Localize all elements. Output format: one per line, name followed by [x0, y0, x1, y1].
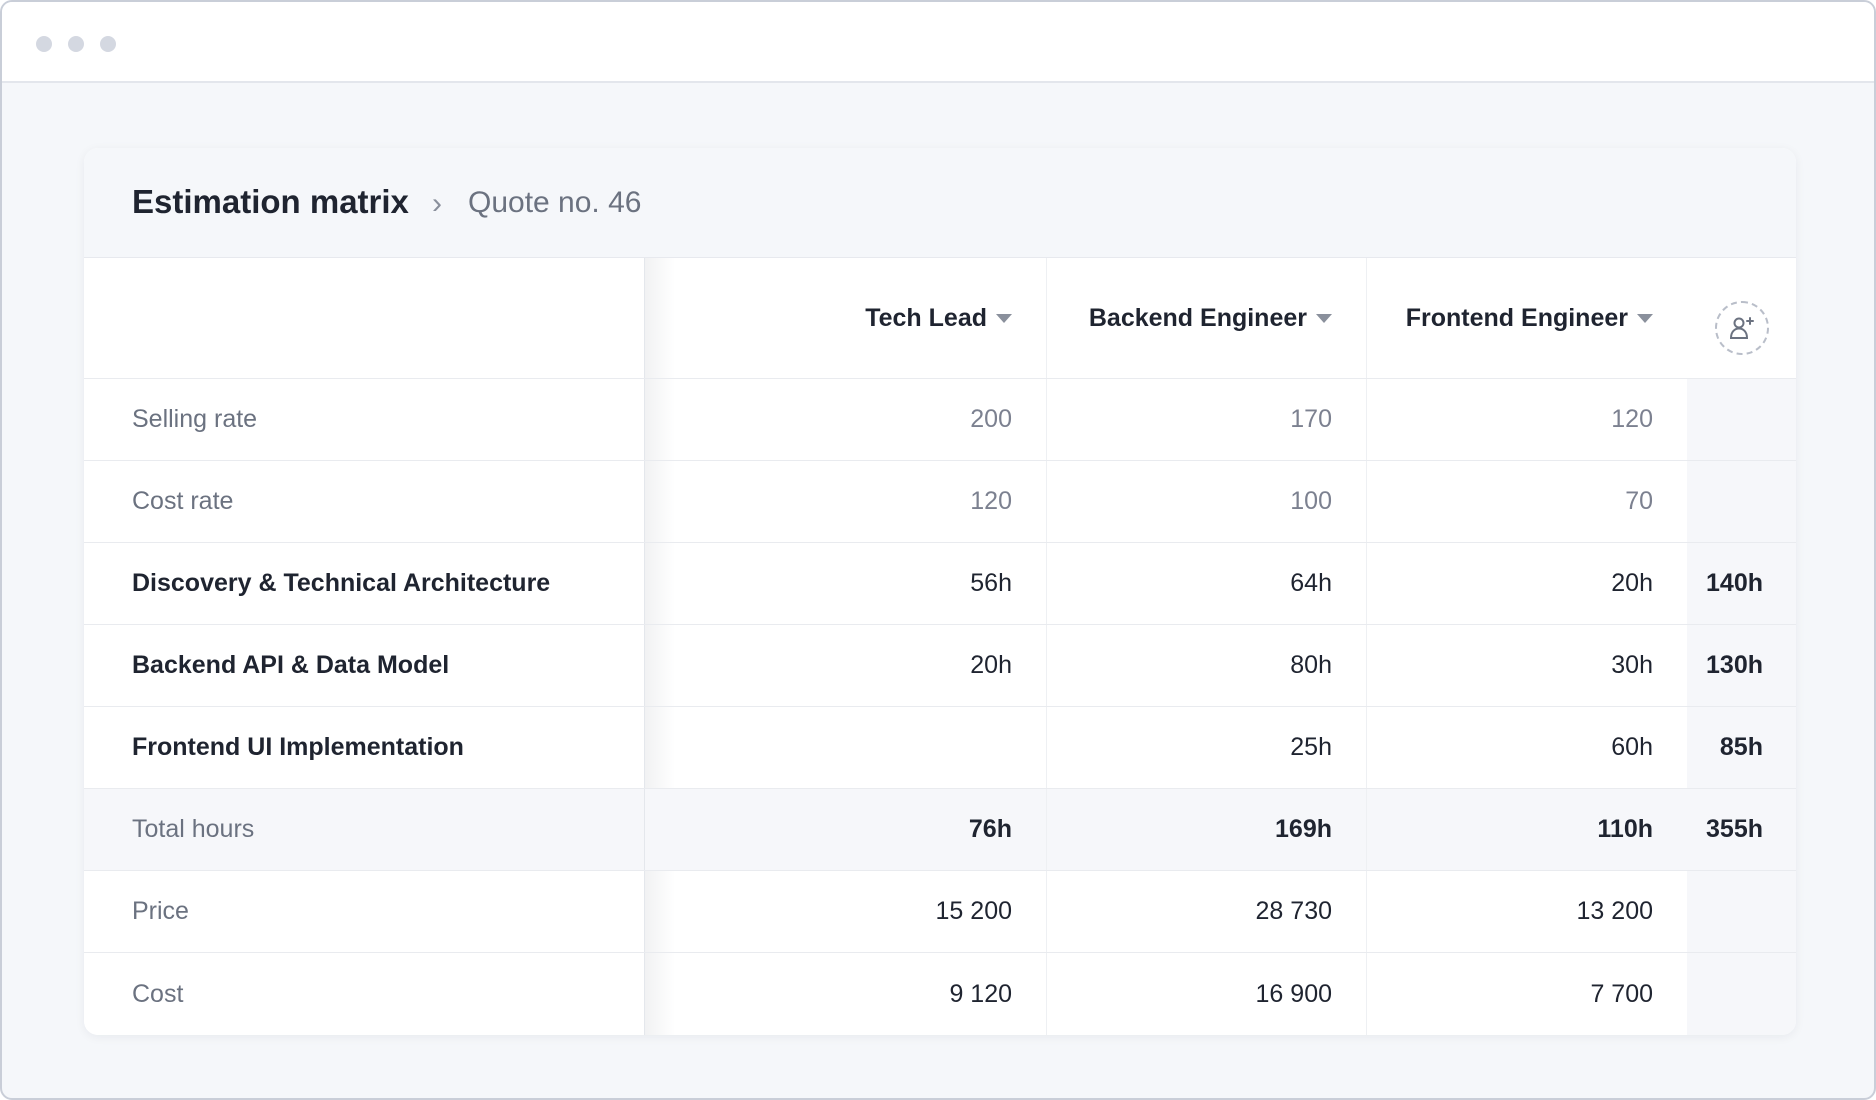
breadcrumb-current: Quote no. 46: [468, 186, 642, 219]
row-label: Cost: [84, 953, 645, 1035]
price-cell: 13 200: [1576, 897, 1653, 925]
rate-cell[interactable]: 70: [1625, 487, 1653, 515]
table-row-selling-rate: Selling rate 200 170 120: [84, 379, 1796, 461]
estimation-card: Estimation matrix › Quote no. 46 Tech Le…: [84, 148, 1796, 1035]
column-header-frontend-engineer[interactable]: Frontend Engineer: [1367, 258, 1687, 378]
row-label: Selling rate: [84, 379, 645, 460]
add-role-cell: [1687, 258, 1796, 378]
table-row-cost: Cost 9 120 16 900 7 700: [84, 953, 1796, 1035]
table-row-price: Price 15 200 28 730 13 200: [84, 871, 1796, 953]
row-label: Cost rate: [84, 461, 645, 542]
hours-cell[interactable]: [645, 707, 1047, 788]
grand-total-cell: 355h: [1687, 789, 1796, 870]
row-total-cell: 130h: [1687, 625, 1796, 706]
hours-cell[interactable]: 25h: [1047, 707, 1367, 788]
total-hours-cell: 110h: [1597, 815, 1653, 843]
window-minimize-dot[interactable]: [68, 36, 84, 52]
table-row-task: Backend API & Data Model 20h 80h 30h 130…: [84, 625, 1796, 707]
column-header-backend-engineer[interactable]: Backend Engineer: [1047, 258, 1367, 378]
rate-cell[interactable]: 100: [1047, 461, 1367, 542]
hours-cell[interactable]: 20h: [645, 625, 1047, 706]
add-user-button[interactable]: [1714, 301, 1769, 355]
row-total-cell: [1687, 953, 1796, 1035]
breadcrumb: Estimation matrix › Quote no. 46: [84, 148, 1796, 258]
table-row-task: Frontend UI Implementation 25h 60h 85h: [84, 707, 1796, 789]
hours-cell[interactable]: 30h: [1611, 651, 1653, 679]
rate-cell[interactable]: 170: [1047, 379, 1367, 460]
task-label[interactable]: Backend API & Data Model: [84, 625, 645, 706]
window-close-dot[interactable]: [36, 36, 52, 52]
total-hours-cell: 169h: [1047, 789, 1367, 870]
column-header-label: Backend Engineer: [1088, 303, 1307, 332]
caret-down-icon[interactable]: [1637, 313, 1653, 323]
table-header-row: Tech Lead Backend Engineer Frontend Engi…: [84, 258, 1796, 379]
total-hours-cell: 76h: [645, 789, 1047, 870]
table-row-task: Discovery & Technical Architecture 56h 6…: [84, 543, 1796, 625]
hours-cell[interactable]: 60h: [1611, 733, 1653, 761]
row-label: Price: [84, 871, 645, 952]
row-total-cell: [1687, 379, 1796, 460]
row-total-cell: [1687, 871, 1796, 952]
column-header-label: Tech Lead: [865, 303, 987, 332]
table-row-cost-rate: Cost rate 120 100 70: [84, 461, 1796, 543]
rate-cell[interactable]: 120: [1611, 405, 1653, 433]
task-label[interactable]: Discovery & Technical Architecture: [84, 543, 645, 624]
cost-cell: 9 120: [645, 953, 1047, 1035]
hours-cell[interactable]: 64h: [1047, 543, 1367, 624]
window-titlebar: [2, 2, 1874, 83]
rate-cell[interactable]: 120: [645, 461, 1047, 542]
hours-cell[interactable]: 20h: [1611, 569, 1653, 597]
add-user-icon: [1729, 317, 1754, 339]
rate-cell[interactable]: 200: [645, 379, 1047, 460]
table-row-total-hours: Total hours 76h 169h 110h 355h: [84, 789, 1796, 871]
cost-cell: 7 700: [1590, 979, 1653, 1008]
column-header-tech-lead[interactable]: Tech Lead: [645, 258, 1047, 378]
column-header-label: Frontend Engineer: [1405, 303, 1628, 332]
price-cell: 15 200: [645, 871, 1047, 952]
caret-down-icon[interactable]: [1316, 313, 1332, 323]
price-cell: 28 730: [1047, 871, 1367, 952]
row-total-cell: [1687, 461, 1796, 542]
hours-cell[interactable]: 80h: [1047, 625, 1367, 706]
cost-cell: 16 900: [1047, 953, 1367, 1035]
hours-cell[interactable]: 56h: [645, 543, 1047, 624]
row-label: Total hours: [84, 789, 645, 870]
header-empty-cell: [84, 258, 645, 378]
caret-down-icon[interactable]: [996, 313, 1012, 323]
window-maximize-dot[interactable]: [100, 36, 116, 52]
row-total-cell: 140h: [1687, 543, 1796, 624]
row-total-cell: 85h: [1687, 707, 1796, 788]
breadcrumb-title[interactable]: Estimation matrix: [132, 183, 409, 220]
estimation-table: Tech Lead Backend Engineer Frontend Engi…: [84, 258, 1796, 1035]
task-label[interactable]: Frontend UI Implementation: [84, 707, 645, 788]
breadcrumb-separator-icon: ›: [432, 187, 442, 220]
